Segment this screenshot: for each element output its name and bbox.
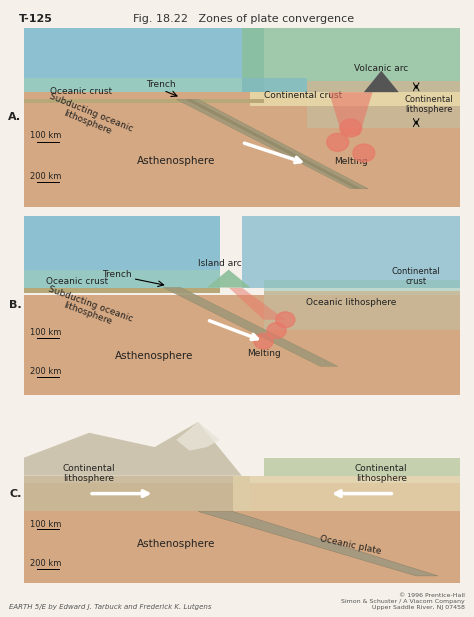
Text: 200 km: 200 km bbox=[30, 559, 62, 568]
Polygon shape bbox=[185, 99, 362, 189]
Polygon shape bbox=[24, 422, 242, 476]
Polygon shape bbox=[307, 81, 460, 128]
Polygon shape bbox=[176, 99, 368, 189]
Text: B.: B. bbox=[9, 300, 21, 310]
Text: 200 km: 200 km bbox=[30, 172, 62, 181]
Polygon shape bbox=[329, 92, 373, 135]
Text: Subducting oceanic
lithosphere: Subducting oceanic lithosphere bbox=[44, 91, 134, 143]
Text: T-125: T-125 bbox=[19, 14, 53, 24]
Polygon shape bbox=[242, 28, 460, 92]
Text: C.: C. bbox=[9, 489, 21, 499]
Text: Asthenosphere: Asthenosphere bbox=[137, 539, 216, 549]
Polygon shape bbox=[233, 476, 460, 511]
Text: Oceanic crust: Oceanic crust bbox=[46, 277, 108, 286]
Text: Asthenosphere: Asthenosphere bbox=[115, 351, 194, 361]
Text: Trench: Trench bbox=[146, 80, 175, 89]
Text: Oceanic lithosphere: Oceanic lithosphere bbox=[306, 299, 396, 307]
Text: Melting: Melting bbox=[246, 349, 281, 357]
Polygon shape bbox=[242, 78, 307, 92]
Circle shape bbox=[340, 119, 362, 137]
Text: 100 km: 100 km bbox=[30, 328, 62, 337]
Text: Island arc: Island arc bbox=[198, 259, 242, 268]
Polygon shape bbox=[242, 216, 460, 288]
Circle shape bbox=[276, 312, 295, 328]
Text: 100 km: 100 km bbox=[30, 131, 62, 139]
Polygon shape bbox=[250, 92, 460, 107]
Polygon shape bbox=[198, 511, 438, 576]
Text: Volcanic arc: Volcanic arc bbox=[354, 64, 409, 73]
Polygon shape bbox=[264, 458, 460, 476]
Polygon shape bbox=[24, 99, 264, 103]
Circle shape bbox=[353, 144, 375, 162]
Text: 200 km: 200 km bbox=[30, 367, 62, 376]
Text: 100 km: 100 km bbox=[30, 520, 62, 529]
Polygon shape bbox=[264, 291, 460, 331]
Polygon shape bbox=[24, 295, 460, 395]
Text: Continental
lithosphere: Continental lithosphere bbox=[355, 463, 408, 483]
Circle shape bbox=[327, 133, 348, 151]
Polygon shape bbox=[364, 71, 399, 92]
Polygon shape bbox=[228, 288, 285, 320]
Polygon shape bbox=[24, 92, 460, 207]
Text: Fig. 18.22   Zones of plate convergence: Fig. 18.22 Zones of plate convergence bbox=[133, 14, 354, 24]
Polygon shape bbox=[176, 422, 220, 450]
Text: Continental
lithosphere: Continental lithosphere bbox=[405, 95, 454, 114]
Text: Asthenosphere: Asthenosphere bbox=[137, 155, 216, 166]
Text: A.: A. bbox=[9, 112, 21, 122]
Text: Trench: Trench bbox=[102, 270, 132, 279]
Text: Subducting oceanic
lithosphere: Subducting oceanic lithosphere bbox=[44, 284, 135, 333]
Text: Continental
crust: Continental crust bbox=[392, 267, 440, 286]
Polygon shape bbox=[24, 216, 220, 288]
Text: Oceanic crust: Oceanic crust bbox=[50, 87, 112, 96]
Text: Continental
lithosphere: Continental lithosphere bbox=[63, 463, 116, 483]
Polygon shape bbox=[24, 483, 460, 583]
Polygon shape bbox=[24, 476, 250, 511]
Text: Continental crust: Continental crust bbox=[264, 91, 342, 99]
Circle shape bbox=[267, 323, 286, 338]
Polygon shape bbox=[207, 270, 250, 288]
Polygon shape bbox=[264, 280, 460, 295]
Polygon shape bbox=[24, 288, 220, 293]
Text: Oceanic plate: Oceanic plate bbox=[319, 535, 382, 557]
Polygon shape bbox=[24, 28, 264, 99]
Text: © 1996 Prentice-Hall
Simon & Schuster / A Viacom Company
Upper Saddle River, NJ : © 1996 Prentice-Hall Simon & Schuster / … bbox=[341, 593, 465, 610]
Text: Melting: Melting bbox=[334, 157, 368, 166]
Polygon shape bbox=[24, 78, 264, 99]
Polygon shape bbox=[163, 288, 337, 366]
Circle shape bbox=[254, 333, 273, 349]
Text: EARTH 5/E by Edward J. Tarbuck and Frederick K. Lutgens: EARTH 5/E by Edward J. Tarbuck and Frede… bbox=[9, 603, 212, 610]
Polygon shape bbox=[24, 270, 220, 288]
